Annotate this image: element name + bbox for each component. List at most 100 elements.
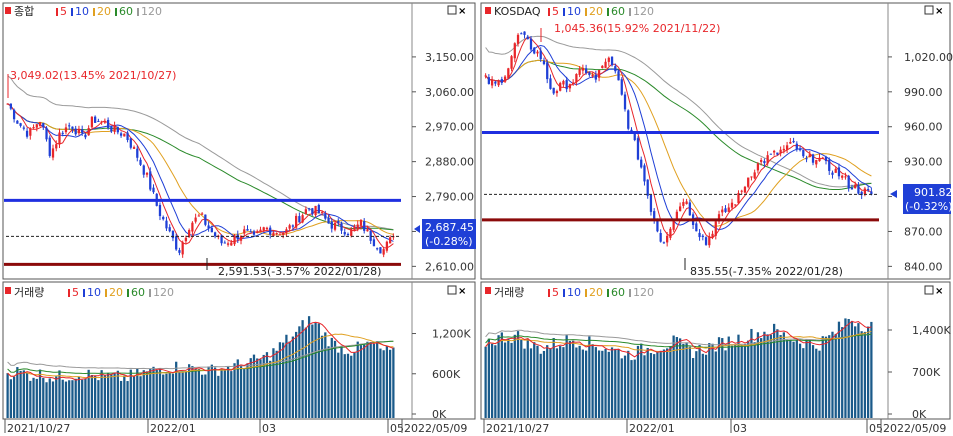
volume-bar (815, 348, 818, 418)
right-current-price: 901.82 (914, 186, 953, 199)
volume-bar (48, 378, 51, 418)
candle-body (116, 127, 119, 133)
candle-body (591, 74, 594, 77)
volume-bar (633, 359, 636, 418)
close-icon[interactable]: × (458, 6, 466, 17)
volume-bar (811, 345, 815, 418)
maximize-icon[interactable] (924, 285, 934, 295)
volume-bar (798, 343, 802, 418)
volume-bar (581, 349, 585, 418)
price-tick-label: 3,060.00 (425, 86, 474, 99)
candle-body (282, 232, 285, 235)
candle-body (168, 227, 171, 232)
close-icon[interactable]: × (458, 286, 466, 297)
candle-body (19, 123, 22, 126)
volume-bar (35, 378, 38, 418)
candle-body (594, 74, 597, 80)
date-tick-label: 2022/01 (629, 422, 675, 435)
volume-bar (584, 350, 588, 418)
candle-body (356, 224, 359, 229)
volume-bar (324, 332, 327, 418)
left-volume-panel: 거래량 5 10 20 60 120 × 1,200K 600K 0K (2, 281, 476, 421)
volume-bar (500, 332, 503, 418)
volume-bar (753, 342, 756, 418)
candle-body (507, 68, 510, 79)
left-index-name: 종합 (14, 5, 34, 18)
price-tick-label: 2,880.00 (425, 156, 474, 169)
volume-bar (333, 340, 337, 418)
left-volume-name: 거래량 (14, 286, 44, 299)
candle-body (717, 214, 721, 222)
candle-body (145, 172, 149, 175)
volume-bar (834, 333, 837, 418)
volume-bar (363, 344, 366, 418)
volume-bar (64, 381, 68, 418)
candle-body (685, 201, 688, 205)
candle-body (555, 91, 559, 94)
candle-body (536, 51, 539, 54)
candle-body (330, 221, 333, 229)
volume-bar (717, 337, 721, 418)
volume-bar (785, 339, 789, 418)
left-date-axis: 2021/10/27 2022/01 03 05 2022/05/09 (4, 419, 467, 435)
right-volume-name: 거래량 (494, 286, 524, 299)
candle-body (249, 231, 252, 233)
volume-bar (795, 339, 798, 418)
maximize-icon[interactable] (447, 5, 457, 15)
volume-bar (6, 373, 9, 418)
candle-body (672, 220, 675, 230)
candle-body (701, 235, 704, 238)
date-tick-label: 2022/05/09 (404, 422, 467, 435)
close-icon[interactable]: × (935, 286, 943, 297)
candle-body (756, 163, 760, 171)
candle-body (607, 57, 610, 62)
candle-body (559, 82, 562, 91)
volume-bar (106, 372, 110, 418)
candle-body (737, 192, 740, 204)
candle-body (601, 65, 604, 69)
candle-body (766, 155, 769, 164)
ma-legend-swatch (127, 289, 129, 297)
volume-bar (802, 348, 805, 418)
volume-bar (38, 369, 42, 418)
volume-bar (559, 346, 562, 418)
maximize-icon[interactable] (447, 285, 457, 295)
volume-bar (682, 343, 685, 418)
volume-bar (568, 340, 572, 418)
candle-body (669, 228, 672, 238)
maximize-icon[interactable] (924, 5, 934, 15)
price-tick-label: 990.00 (904, 86, 943, 99)
date-tick-label: 2022/05/09 (883, 422, 946, 435)
volume-bar (294, 331, 298, 418)
close-icon[interactable]: × (935, 6, 943, 17)
price-tick-label: 840.00 (904, 260, 943, 273)
volume-bar (129, 369, 132, 418)
candle-body (760, 160, 763, 162)
candle-body (32, 127, 35, 129)
candle-body (372, 239, 376, 247)
volume-bar (857, 323, 860, 418)
volume-bar (320, 335, 324, 418)
volume-bar (301, 320, 304, 418)
candle-body (821, 157, 824, 159)
volume-bar (252, 354, 256, 418)
candle-body (68, 125, 71, 127)
volume-bar (230, 371, 233, 418)
candle-body (572, 82, 575, 85)
left-low-annotation: 2,591.53(-3.57% 2022/01/28) (218, 265, 381, 278)
right-ma-legend: 5 10 20 60 120 (548, 5, 654, 18)
candle-body (210, 227, 213, 233)
volume-bar (110, 373, 113, 418)
volume-bar (507, 338, 510, 418)
candle-body (847, 175, 850, 189)
left-ma-legend: 5 10 20 60 120 (56, 5, 162, 18)
candle-body (379, 247, 382, 254)
candle-body (291, 225, 295, 227)
candle-body (119, 133, 123, 136)
candle-body (831, 172, 834, 175)
volume-bar (669, 346, 672, 418)
candle-body (346, 233, 350, 235)
candle-body (178, 250, 181, 253)
candle-body (653, 211, 656, 220)
candle-body (165, 220, 168, 229)
